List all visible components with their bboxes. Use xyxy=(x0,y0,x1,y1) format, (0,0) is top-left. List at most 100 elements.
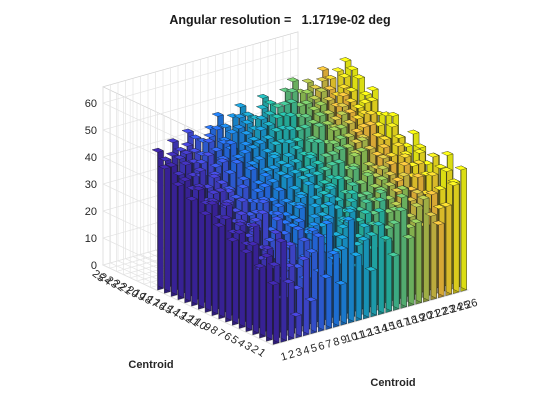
bar-face-top xyxy=(230,194,242,199)
bar-face-top xyxy=(271,103,284,108)
bar-face-top xyxy=(398,161,411,166)
bar-face-side xyxy=(178,181,185,299)
bar-face-top xyxy=(396,185,409,191)
bar-face-top xyxy=(266,178,279,183)
y-tick-label: 20 xyxy=(124,284,141,301)
x-tick-label: 8 xyxy=(332,336,341,349)
bar-face-top xyxy=(311,170,324,176)
bar-face-top xyxy=(206,197,219,203)
y-axis-label: Centroid xyxy=(128,359,173,371)
bar-face-top xyxy=(185,196,198,201)
x-tick-label: 7 xyxy=(324,338,333,351)
x-tick-label: 22 xyxy=(434,305,449,320)
bar-face-top xyxy=(318,190,330,195)
bar-face-top xyxy=(339,57,352,62)
bar-face-top xyxy=(234,221,246,227)
bar-face-top xyxy=(174,147,187,152)
bar-face-top xyxy=(440,167,453,172)
bar-face-side xyxy=(393,252,400,310)
bar-face-top xyxy=(319,166,332,171)
bar-face-top xyxy=(211,112,224,117)
bar-face-top xyxy=(312,138,325,144)
bar-face-top xyxy=(316,77,328,82)
bar-face-top xyxy=(350,138,362,144)
bar-face-top xyxy=(385,152,398,157)
bar-face-top xyxy=(332,175,345,180)
bar-face-top xyxy=(210,147,223,152)
bar-x1-y13 xyxy=(185,196,198,307)
bar-face-side xyxy=(185,176,191,302)
bar-x22-y1 xyxy=(424,211,437,301)
bar-face-top xyxy=(165,162,178,168)
bar-face-top xyxy=(224,169,236,175)
bar-face-top xyxy=(287,214,300,220)
bar-face-top xyxy=(412,159,425,165)
bar-face-top xyxy=(263,110,276,116)
bar-face-top xyxy=(256,104,268,110)
bar-face-top xyxy=(322,96,335,101)
bar-face-top xyxy=(268,154,281,159)
bar-face-top xyxy=(324,185,336,190)
bar-face-top xyxy=(377,154,390,159)
bar-face-side xyxy=(164,164,171,292)
bar-face-top xyxy=(286,222,299,228)
bar-face-top xyxy=(352,104,365,109)
bar-face-top xyxy=(306,227,319,232)
y-tick-label: 14 xyxy=(165,303,182,320)
bar-face-top xyxy=(334,134,347,140)
bar-face-top xyxy=(307,221,320,227)
bar-face-top xyxy=(376,165,389,170)
x-tick-label: 14 xyxy=(374,322,389,337)
bar-face-top xyxy=(375,186,388,192)
bar-face-top xyxy=(305,151,317,157)
bar-face-top xyxy=(371,151,384,156)
bar-x1-y17 xyxy=(158,164,171,294)
x-tick-label: 11 xyxy=(352,329,366,344)
bar-face-top xyxy=(254,139,266,145)
y-tick-label: 10 xyxy=(192,316,209,333)
bar-face-side xyxy=(370,266,377,316)
y-tick-label: 23 xyxy=(103,274,120,291)
bar-face-top xyxy=(336,102,349,108)
bar-face-top xyxy=(256,94,269,99)
z-tick-label: 30 xyxy=(85,179,97,191)
bar-face-top xyxy=(234,218,247,224)
bar-face-top xyxy=(282,152,295,158)
bar-face-top xyxy=(216,158,229,163)
bar-face-top xyxy=(352,74,365,80)
bar-face-top xyxy=(252,179,265,185)
bar-x1-y10 xyxy=(206,200,219,316)
x-tick-label: 19 xyxy=(411,312,426,327)
bar-face-top xyxy=(271,210,284,216)
y-tick-label: 17 xyxy=(144,293,161,310)
bar-face-top xyxy=(409,218,422,224)
bar-face-top xyxy=(441,151,454,156)
bar-face-top xyxy=(358,222,370,228)
bar-x20-y1 xyxy=(409,218,422,305)
bar-x1-y6 xyxy=(233,229,246,329)
bar-face-top xyxy=(364,266,377,272)
bar-face-top xyxy=(166,138,179,143)
bar-face-top xyxy=(342,132,355,138)
bar-x1-y5 xyxy=(240,248,253,332)
y-tick-label: 15 xyxy=(158,300,175,317)
bar-face-side xyxy=(423,195,430,301)
bar-face-top xyxy=(314,111,326,117)
bar-face-top xyxy=(214,187,227,193)
bar-face-top xyxy=(251,187,264,193)
bar-face-top xyxy=(336,234,349,240)
bar-face-top xyxy=(299,113,312,119)
bar-face-top xyxy=(447,181,460,186)
bar-face-side xyxy=(318,232,325,331)
bar-face-top xyxy=(426,171,439,177)
bar-face-top xyxy=(166,151,178,157)
bar-face-top xyxy=(194,167,206,172)
bar-face-top xyxy=(294,193,307,199)
bar-face-side xyxy=(400,206,407,307)
bar-face-top xyxy=(439,202,452,207)
bar-face-top xyxy=(202,151,215,157)
bar-face-top xyxy=(363,161,375,167)
bar-face-top xyxy=(301,78,314,84)
bar-face-top xyxy=(262,121,275,127)
